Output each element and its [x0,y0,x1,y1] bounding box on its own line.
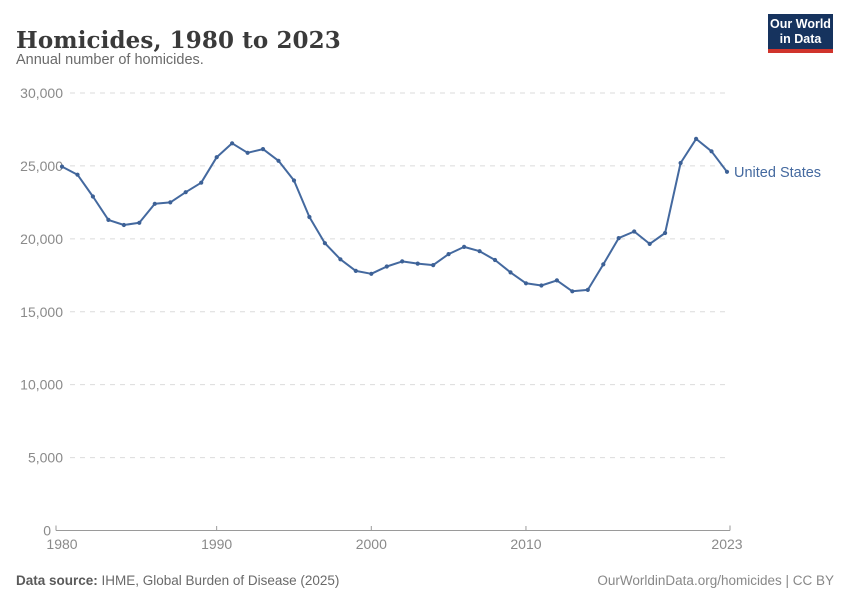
chart-footer: Data source: IHME, Global Burden of Dise… [16,573,834,588]
data-point [214,155,219,160]
data-point [322,241,327,246]
x-tick-label: 1980 [46,536,77,552]
x-tick-label: 2023 [711,536,742,552]
data-point [601,262,606,267]
credit-link[interactable]: OurWorldinData.org/homicides | CC BY [597,573,834,588]
data-point [492,257,498,263]
data-point [230,141,235,146]
data-point [585,287,590,292]
x-axis: 1980 1990 2000 2010 2023 [46,525,743,552]
data-point [106,217,111,222]
y-tick-label: 30,000 [20,85,63,101]
data-source-label: Data source: [16,573,98,588]
data-point [694,136,699,141]
data-point [307,214,312,220]
x-tick-label: 2010 [510,536,541,552]
data-point [678,160,683,166]
owid-logo-accent-bar [768,49,833,53]
y-tick-label: 20,000 [20,231,63,247]
data-point [462,244,467,249]
data-point [446,252,451,257]
y-tick-label: 25,000 [20,158,63,174]
data-point [59,164,65,169]
data-point [477,249,482,254]
series-label[interactable]: United States [734,165,821,181]
owid-logo[interactable]: Our World in Data [768,14,833,53]
data-point [338,257,343,262]
data-point [183,190,188,195]
data-point [632,229,637,234]
y-tick-label: 10,000 [20,377,63,393]
series-label-group: United States [734,165,821,181]
data-point [508,270,513,275]
data-point [199,180,204,185]
data-source-text: IHME, Global Burden of Disease (2025) [97,573,340,588]
data-point [400,259,405,264]
page-title: Homicides, 1980 to 2023 [16,27,341,55]
data-point [260,147,266,152]
data-point [152,201,157,206]
data-point [369,271,374,276]
data-point [663,230,668,236]
data-point [75,172,80,177]
gridlines [70,92,728,459]
data-point [724,169,730,174]
data-point [291,178,297,183]
x-tick-label: 1990 [201,536,232,552]
data-point [570,289,575,294]
data-point [539,283,544,288]
series-line [61,137,728,293]
data-point [168,200,173,205]
data-point [431,263,436,268]
data-point [276,158,281,163]
y-tick-label: 5,000 [28,450,63,466]
data-point [137,220,142,225]
data-point [554,278,560,283]
data-point [523,281,529,286]
data-point [709,149,714,154]
series-line-group [61,137,728,293]
data-source-line: Data source: IHME, Global Burden of Dise… [16,573,339,588]
data-point [616,236,621,241]
data-point [353,268,358,273]
x-tick-label: 2000 [356,536,387,552]
y-tick-label: 0 [43,523,51,539]
owid-logo-line2: in Data [779,31,822,46]
data-point [90,194,95,199]
series-markers [59,136,730,294]
y-axis-labels: 0 5,000 10,000 15,000 20,000 25,000 30,000 [20,85,63,539]
owid-logo-box: Our World in Data [768,14,833,49]
data-point [415,261,420,266]
data-point [121,222,126,228]
data-point [245,150,250,155]
owid-logo-line1: Our World [770,16,831,31]
data-point [384,264,389,269]
chart-subtitle: Annual number of homicides. [16,52,204,68]
y-tick-label: 15,000 [20,304,63,320]
data-point [647,241,652,246]
